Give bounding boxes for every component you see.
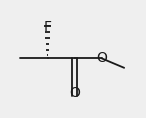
Text: F: F [44,20,52,34]
Text: O: O [69,86,80,100]
Text: O: O [96,51,107,65]
